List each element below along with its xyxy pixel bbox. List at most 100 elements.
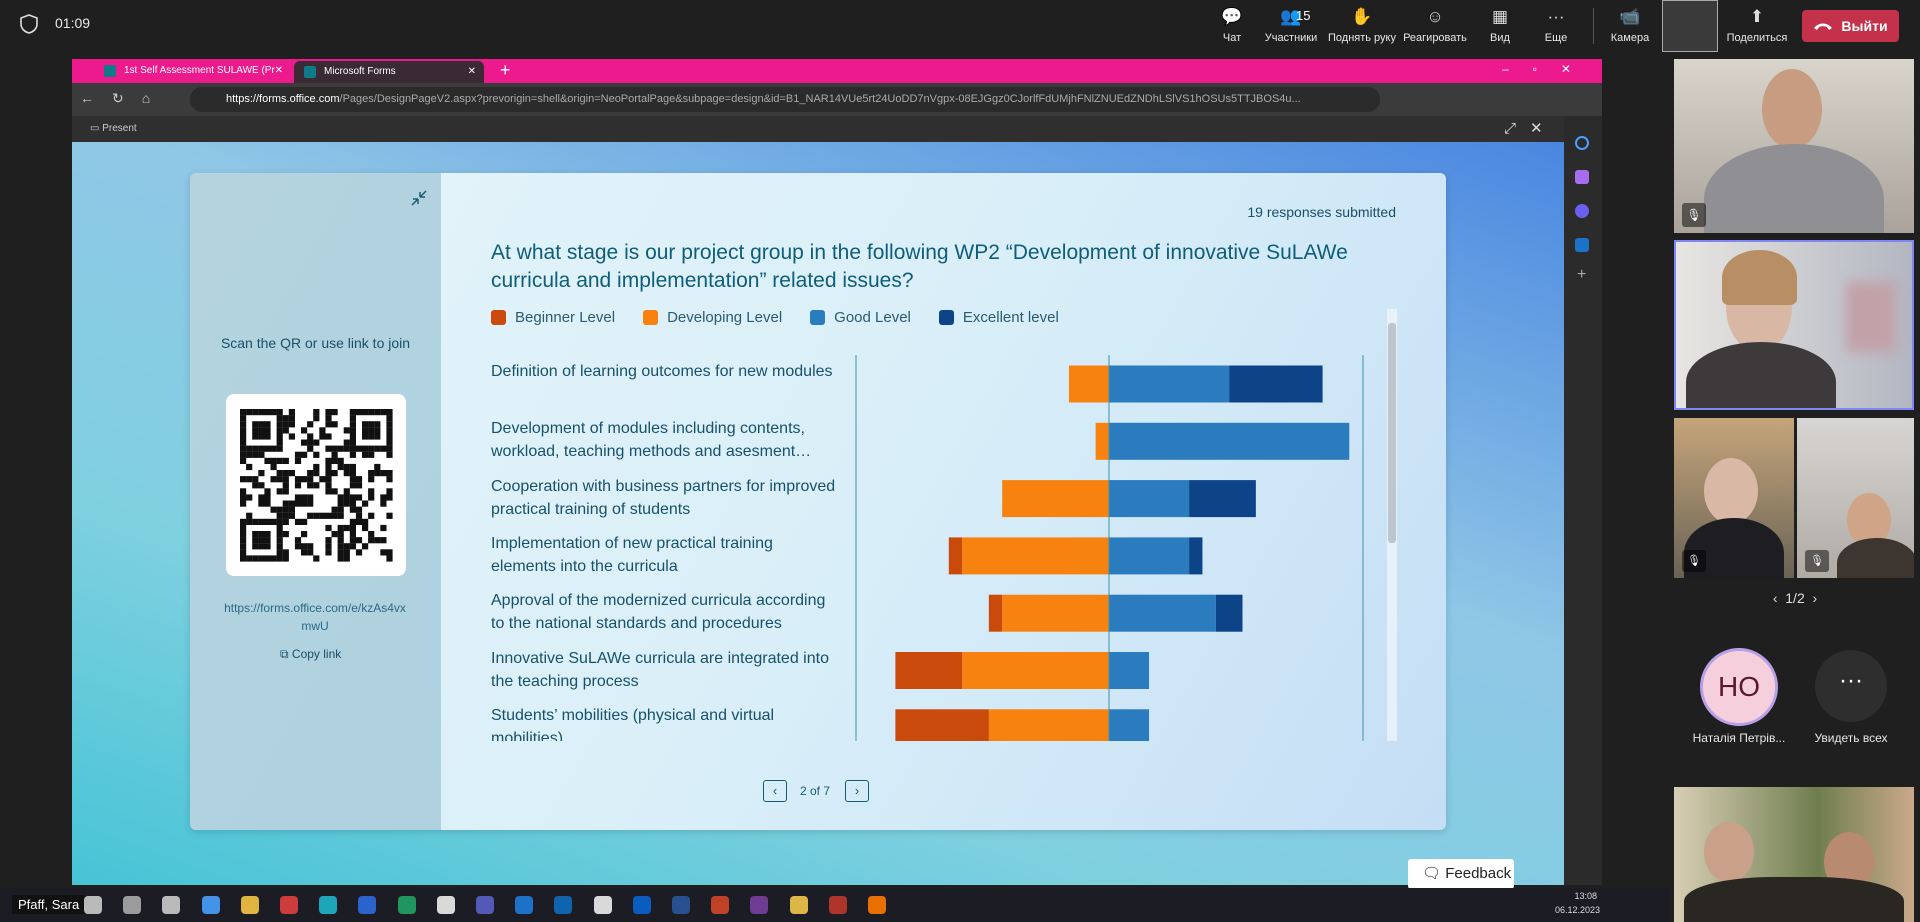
see-all[interactable]: Увидеть всех xyxy=(1814,731,1888,745)
bar-segment xyxy=(1095,422,1109,460)
video-tile: 🎙 xyxy=(1674,418,1794,578)
toolbar-icon[interactable]: 💬 xyxy=(1221,7,1243,26)
taskbar-icon[interactable] xyxy=(162,896,181,914)
taskbar-icon[interactable] xyxy=(476,896,494,914)
toolbar-label: Вид xyxy=(1490,32,1510,44)
next-button[interactable]: › xyxy=(845,780,869,802)
taskbar-icon[interactable] xyxy=(201,896,220,914)
taskbar-icon[interactable] xyxy=(632,896,651,914)
toolbar-label: Поделиться xyxy=(1726,32,1788,44)
legend-label: Excellent level xyxy=(962,309,1059,326)
url-field[interactable]: https://forms.office.com/Pages/DesignPag… xyxy=(190,87,1380,112)
taskbar-icon[interactable] xyxy=(789,896,808,914)
category-label: Implementation of new practical training… xyxy=(491,534,773,575)
tab-title: Microsoft Forms xyxy=(324,66,396,77)
bar-segment xyxy=(1189,537,1203,575)
taskbar-icon[interactable] xyxy=(672,896,690,914)
feedback-text: Feedback xyxy=(1445,865,1512,882)
toolbar-label: Реагировать xyxy=(1403,32,1467,44)
clock-date: 06.12.2023 xyxy=(1555,905,1601,915)
leave-label: Выйти xyxy=(1841,18,1888,34)
qr-prompt: Scan the QR or use link to join xyxy=(220,335,411,351)
url-host: https://forms.office.com xyxy=(226,93,340,105)
plot-area: Definition of learning outcomes for new … xyxy=(491,355,1396,741)
present-label: ▭ Present xyxy=(90,123,137,134)
bar-segment xyxy=(1229,365,1323,403)
chart xyxy=(855,355,1364,741)
taskbar-icon[interactable] xyxy=(84,896,102,914)
participants-count: 15 xyxy=(1296,8,1311,23)
form-card: Scan the QR or use link to join https://… xyxy=(190,173,1446,830)
taskbar-icon[interactable] xyxy=(554,896,573,914)
toolbar-icon[interactable]: ☺ xyxy=(1426,7,1444,26)
feedback-button[interactable]: 🗨 Feedback xyxy=(1408,859,1514,889)
copy-link[interactable]: ⧉ Copy link xyxy=(280,647,342,661)
prev-button[interactable]: ‹ xyxy=(763,780,787,802)
tab-active[interactable]: Microsoft Forms ✕ xyxy=(294,61,484,83)
scrollbar[interactable] xyxy=(1387,309,1397,741)
tab[interactable]: 1st Self Assessment SULAWE (Pr ✕ xyxy=(94,59,289,83)
separator xyxy=(1593,8,1594,44)
form-link[interactable]: https://forms.office.com/e/kzAs4vxmwU xyxy=(224,601,406,633)
taskbar-icon[interactable] xyxy=(319,896,338,914)
teams-bar: 01:09 💬 Чат 👥 Участники ✋ Поднять руку ☺ Реагир… xyxy=(0,0,1920,55)
bar-segment xyxy=(1109,422,1350,460)
toolbar-icon[interactable]: 👥 xyxy=(1280,7,1302,26)
taskbar-icon[interactable] xyxy=(515,896,534,914)
toolbar-icon[interactable]: 📹 xyxy=(1619,7,1641,26)
new-tab[interactable]: + xyxy=(500,60,511,80)
toolbar-icon[interactable]: ▦ xyxy=(1491,7,1509,26)
forms-present-area: Scan the QR or use link to join https://… xyxy=(72,142,1564,889)
leave-button[interactable]: Выйти xyxy=(1802,10,1899,42)
bar-segment xyxy=(1109,480,1190,518)
bar-segment xyxy=(1109,365,1230,403)
toolbar-icon[interactable]: ✋ xyxy=(1351,7,1373,26)
taskbar-icon[interactable] xyxy=(397,896,416,914)
clock: 13:08 06.12.2023 xyxy=(1555,891,1601,915)
category-label: Definition of learning outcomes for new … xyxy=(491,363,833,380)
bar-segment xyxy=(962,537,1109,575)
tile-pager[interactable]: ‹ 1/2 › xyxy=(1772,590,1818,606)
avatar[interactable]: НО xyxy=(1700,648,1778,726)
toolbar-icon[interactable]: ··· xyxy=(1547,7,1565,26)
taskbar-icon[interactable] xyxy=(868,896,886,914)
window-controls[interactable]: –▫✕ xyxy=(1502,62,1595,76)
avatar-name: Наталія Петрів... xyxy=(1692,731,1786,745)
responses-count: 19 responses submitted xyxy=(1247,204,1396,220)
shield-icon xyxy=(20,14,38,34)
taskbar-icon[interactable] xyxy=(593,896,612,914)
taskbar-icon[interactable] xyxy=(750,896,769,914)
taskbar-icon[interactable] xyxy=(711,896,730,914)
present-controls[interactable]: ⤢✕ xyxy=(1504,120,1557,137)
clock-time: 13:08 xyxy=(1574,891,1597,901)
taskbar-icon[interactable] xyxy=(240,896,259,914)
meeting-timer: 01:09 xyxy=(55,15,91,31)
category-label: Approval of the modernized curricula acc… xyxy=(491,592,826,633)
legend-item: Excellent level xyxy=(938,309,1059,326)
taskbar-icon[interactable] xyxy=(828,896,847,914)
pager: 2 of 7 xyxy=(800,784,831,798)
address-bar: ←↻⌂ https://forms.office.com/Pages/Desig… xyxy=(72,83,1602,116)
bar-segment xyxy=(1109,537,1190,575)
taskbar-icon[interactable] xyxy=(436,896,455,914)
qr-code xyxy=(226,394,406,576)
taskbar-icon[interactable] xyxy=(123,896,142,914)
bar-segment xyxy=(895,709,989,741)
category-label: Students’ mobilities (physical and virtu… xyxy=(491,706,775,741)
more-button[interactable]: ··· xyxy=(1815,650,1887,722)
phone-icon xyxy=(1814,23,1833,30)
taskbar-icon[interactable] xyxy=(358,896,377,914)
toolbar-icon[interactable]: ⬆ xyxy=(1749,7,1765,26)
legend-item: Beginner Level xyxy=(491,309,615,326)
toolbar-label: Еще xyxy=(1544,32,1568,44)
nav-buttons[interactable]: ←↻⌂ xyxy=(80,90,169,106)
bar-segment xyxy=(948,537,963,575)
toolbar-label: Чат xyxy=(1222,32,1242,44)
legend-swatch xyxy=(938,310,954,325)
video-tile: 🎙 xyxy=(1797,418,1914,578)
taskbar-icon[interactable] xyxy=(280,896,298,914)
bar-segment xyxy=(1109,709,1150,741)
legend-swatch xyxy=(810,310,826,325)
collapse-icon[interactable] xyxy=(410,189,428,207)
